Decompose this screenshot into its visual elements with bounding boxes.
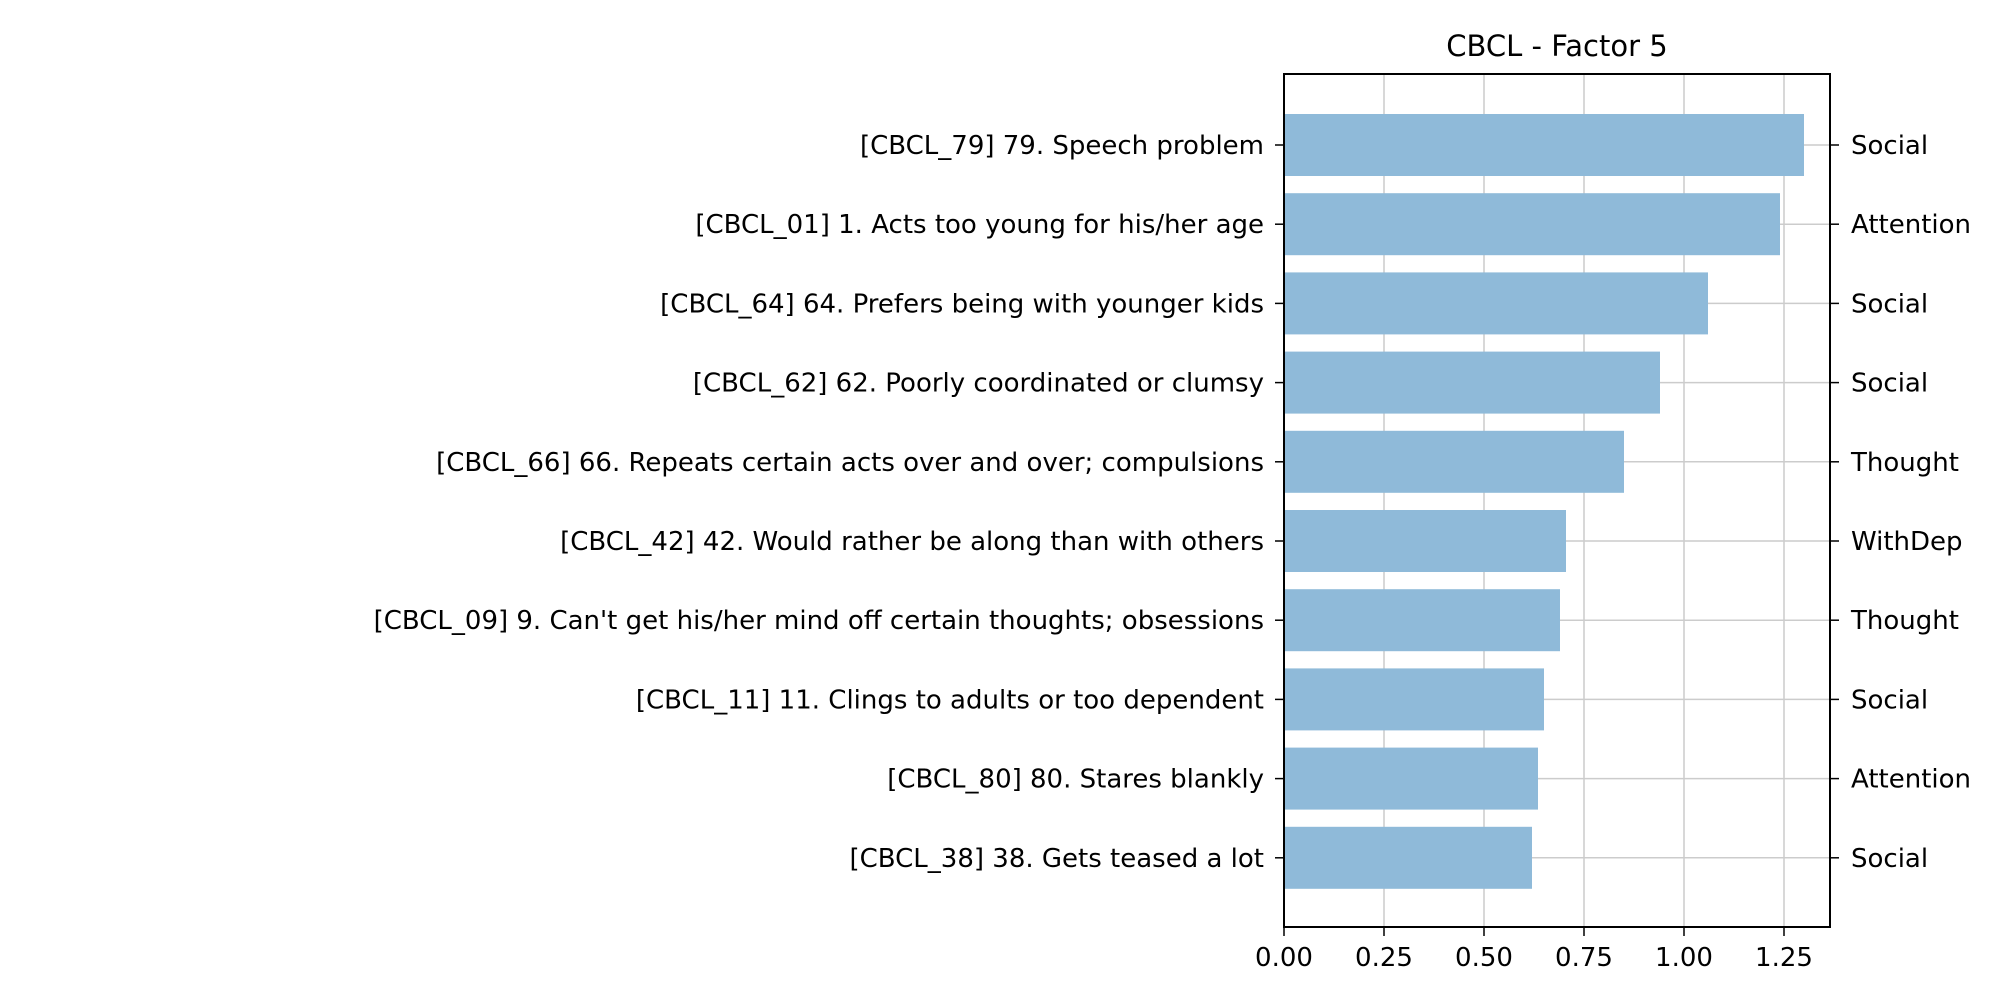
y-tick-label: [CBCL_80] 80. Stares blankly <box>887 765 1264 795</box>
y-tick-label: [CBCL_64] 64. Prefers being with younger… <box>660 289 1264 319</box>
category-labels: [CBCL_79] 79. Speech problem [CBCL_01] 1.… <box>374 131 1284 874</box>
y-tick-label: [CBCL_11] 11. Clings to adults or too de… <box>636 685 1264 715</box>
x-axis-ticks: 0.00 0.25 0.50 0.75 1.00 1.25 <box>1255 927 1813 973</box>
right-tick-label: Thought <box>1850 606 1959 636</box>
right-tick-label: Social <box>1851 131 1928 161</box>
y-tick-label: [CBCL_62] 62. Poorly coordinated or clum… <box>693 369 1264 399</box>
right-tick-label: Social <box>1851 289 1928 319</box>
x-tick-label: 1.25 <box>1755 943 1813 973</box>
x-tick-label: 0.00 <box>1255 943 1313 973</box>
right-tick-label: Social <box>1851 844 1928 874</box>
y-tick-label: [CBCL_42] 42. Would rather be along than… <box>560 527 1264 557</box>
plot-area-frame <box>1283 73 1831 928</box>
right-tick-label: Thought <box>1850 448 1959 478</box>
x-tick-label: 0.75 <box>1555 943 1613 973</box>
bar <box>1284 272 1708 335</box>
right-tick-label: Attention <box>1851 210 1971 240</box>
right-tick-label: Social <box>1851 369 1928 399</box>
bar <box>1284 826 1532 889</box>
y-tick-label: [CBCL_01] 1. Acts too young for his/her … <box>695 210 1264 240</box>
chart-title: CBCL - Factor 5 <box>1446 29 1667 63</box>
x-tick-label: 1.00 <box>1655 943 1713 973</box>
subscale-labels: Social Attention Social Social Thought WithDe… <box>1830 131 1971 874</box>
y-tick-label: [CBCL_66] 66. Repeats certain acts over … <box>436 448 1264 478</box>
x-tick-label: 0.25 <box>1355 943 1413 973</box>
bar <box>1284 510 1566 572</box>
right-tick-label: Social <box>1851 685 1928 715</box>
x-tick-label: 0.50 <box>1455 943 1513 973</box>
bar <box>1284 114 1804 176</box>
right-tick-label: Attention <box>1851 765 1971 795</box>
bar <box>1284 668 1544 731</box>
y-tick-label: [CBCL_79] 79. Speech problem <box>860 131 1264 161</box>
bar <box>1284 589 1560 652</box>
bar <box>1284 351 1660 414</box>
right-tick-label: WithDep <box>1851 527 1963 557</box>
y-tick-label: [CBCL_09] 9. Can't get his/her mind off … <box>374 606 1264 636</box>
bar <box>1284 193 1780 256</box>
y-tick-label: [CBCL_38] 38. Gets teased a lot <box>849 844 1264 874</box>
bars-layer <box>1284 114 1804 889</box>
bar <box>1284 430 1624 493</box>
bar <box>1284 747 1538 810</box>
